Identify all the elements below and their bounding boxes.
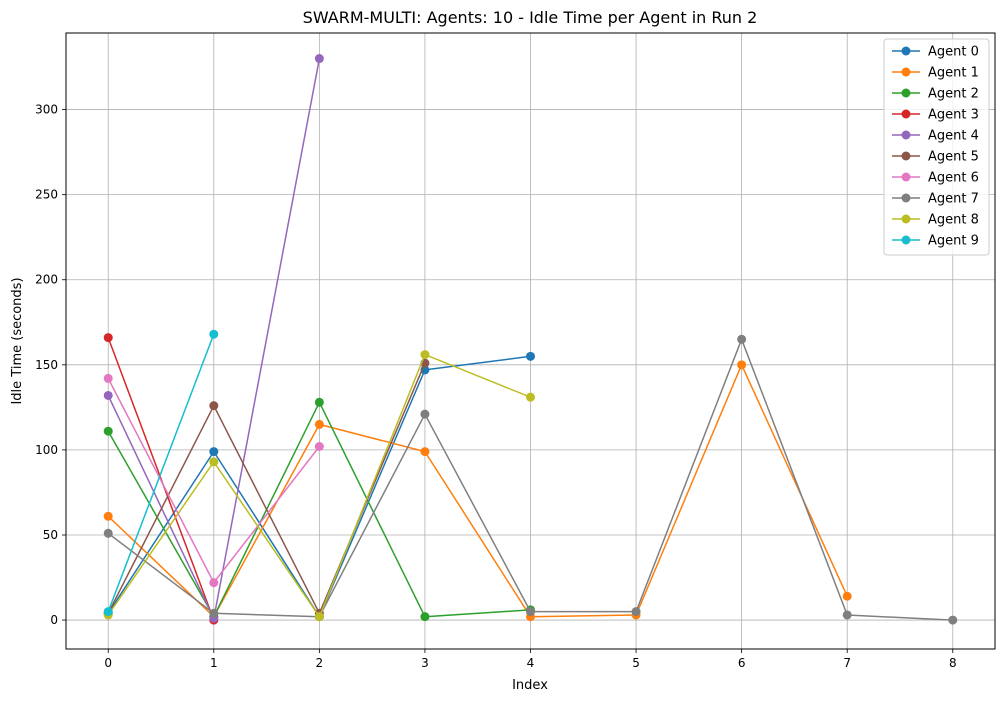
legend-label: Agent 3 xyxy=(928,108,979,123)
legend-label: Agent 6 xyxy=(928,171,979,186)
legend-item: Agent 1 xyxy=(892,66,979,81)
legend-marker xyxy=(901,214,911,224)
series-layer xyxy=(103,54,958,625)
data-point xyxy=(314,419,324,429)
series-agent-6 xyxy=(103,373,324,588)
data-point xyxy=(103,373,113,383)
data-point xyxy=(948,615,958,625)
legend-marker xyxy=(901,193,911,203)
legend-label: Agent 5 xyxy=(928,150,979,165)
data-point xyxy=(209,401,219,411)
series-agent-8 xyxy=(103,350,535,622)
data-point xyxy=(209,608,219,618)
legend-label: Agent 8 xyxy=(928,213,979,228)
x-tick-label: 5 xyxy=(632,656,640,670)
data-point xyxy=(526,351,535,361)
data-point xyxy=(420,409,430,419)
data-point xyxy=(737,334,747,344)
series-line xyxy=(107,362,426,615)
x-tick-label: 0 xyxy=(104,656,112,670)
grid xyxy=(66,33,995,649)
x-tick-label: 4 xyxy=(527,656,535,670)
y-tick-label: 300 xyxy=(35,103,58,117)
y-axis-label: Idle Time (seconds) xyxy=(10,277,25,404)
y-tick-label: 0 xyxy=(50,613,58,627)
data-point xyxy=(209,578,219,588)
data-point xyxy=(314,54,324,64)
data-point xyxy=(420,612,430,622)
data-point xyxy=(526,392,535,402)
legend: Agent 0 Agent 1 Agent 2 Agent 3 Agent 4 Agent… xyxy=(883,38,990,256)
legend-marker xyxy=(901,46,911,56)
x-axis-ticks: 0 1 2 3 4 5 6 7 8 xyxy=(104,649,957,670)
data-point xyxy=(314,442,324,452)
legend-label: Agent 7 xyxy=(928,192,979,207)
x-tick-label: 1 xyxy=(210,656,218,670)
y-axis-ticks: 0 50 100 150 200 250 300 xyxy=(35,103,66,627)
legend-item: Agent 4 xyxy=(892,129,979,144)
legend-marker xyxy=(901,130,911,140)
legend-marker xyxy=(901,151,911,161)
data-point xyxy=(420,350,430,360)
legend-marker xyxy=(901,88,911,98)
data-point xyxy=(209,329,219,339)
data-point xyxy=(103,528,113,538)
data-point xyxy=(209,447,219,457)
x-tick-label: 2 xyxy=(316,656,324,670)
data-point xyxy=(842,591,852,601)
data-point xyxy=(314,612,324,622)
series-line xyxy=(107,333,215,612)
legend-label: Agent 2 xyxy=(928,87,979,102)
x-tick-label: 6 xyxy=(738,656,746,670)
y-tick-label: 200 xyxy=(35,273,58,287)
data-point xyxy=(631,607,641,617)
data-point xyxy=(737,360,747,370)
series-agent-9 xyxy=(103,329,219,617)
series-agent-7 xyxy=(103,334,958,625)
data-point xyxy=(103,390,113,400)
data-point xyxy=(103,607,113,617)
legend-item: Agent 7 xyxy=(892,192,979,207)
data-point xyxy=(842,610,852,620)
data-point xyxy=(103,511,113,521)
legend-item: Agent 8 xyxy=(892,213,979,228)
legend-label: Agent 4 xyxy=(928,129,979,144)
data-point xyxy=(420,447,430,457)
legend-marker xyxy=(901,67,911,77)
legend-item: Agent 3 xyxy=(892,108,979,123)
legend-label: Agent 1 xyxy=(928,66,979,81)
legend-item: Agent 2 xyxy=(892,87,979,102)
y-tick-label: 250 xyxy=(35,188,58,202)
data-point xyxy=(526,607,535,617)
y-tick-label: 150 xyxy=(35,358,58,372)
data-point xyxy=(103,333,113,343)
y-tick-label: 50 xyxy=(43,528,58,542)
legend-item: Agent 6 xyxy=(892,171,979,186)
legend-marker xyxy=(901,172,911,182)
legend-marker xyxy=(901,109,911,119)
legend-marker xyxy=(901,235,911,245)
series-line xyxy=(107,364,848,618)
x-tick-label: 7 xyxy=(843,656,851,670)
chart-title: SWARM-MULTI: Agents: 10 - Idle Time per … xyxy=(303,8,758,27)
x-tick-label: 3 xyxy=(421,656,429,670)
y-tick-label: 100 xyxy=(35,443,58,457)
x-axis-label: Index xyxy=(512,678,548,693)
legend-item: Agent 0 xyxy=(892,45,979,60)
legend-label: Agent 0 xyxy=(928,45,979,60)
data-point xyxy=(314,397,324,407)
data-point xyxy=(103,426,113,436)
data-point xyxy=(209,457,219,467)
legend-item: Agent 9 xyxy=(892,234,979,249)
series-line xyxy=(107,337,215,621)
legend-item: Agent 5 xyxy=(892,150,979,165)
x-tick-label: 8 xyxy=(949,656,957,670)
legend-label: Agent 9 xyxy=(928,234,979,249)
